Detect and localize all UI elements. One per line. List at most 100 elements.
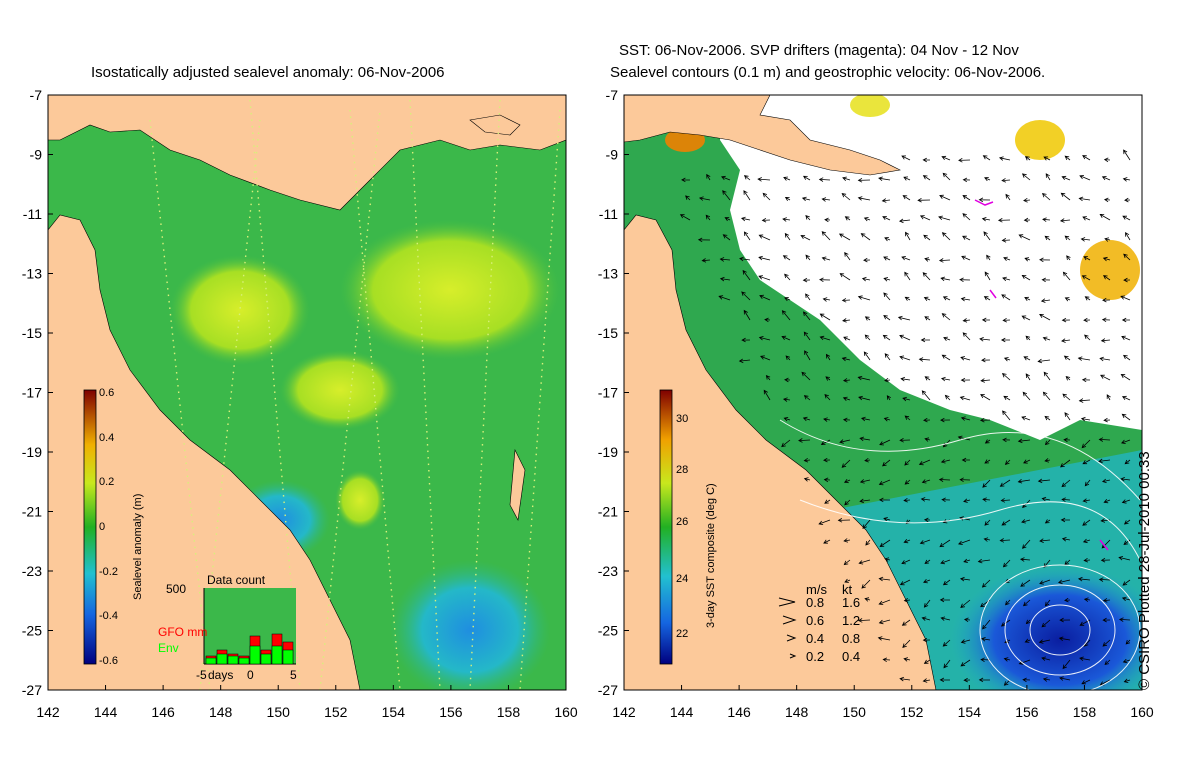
velocity-arrow — [958, 157, 971, 163]
velocity-arrow — [1122, 658, 1131, 664]
velocity-arrow — [942, 296, 951, 301]
velocity-arrow — [979, 417, 991, 423]
velocity-arrow — [1042, 391, 1051, 401]
velocity-arrow — [1120, 477, 1131, 482]
velocity-arrow — [800, 235, 811, 241]
velocity-arrow — [938, 477, 951, 482]
velocity-arrow — [857, 196, 871, 201]
velocity-arrow — [883, 417, 891, 422]
velocity-arrow — [1122, 177, 1131, 182]
data-count-env-bar — [238, 657, 250, 665]
velocity-arrow — [1002, 410, 1011, 421]
anomaly-tick-6: -0.6 — [99, 655, 118, 667]
velocity-arrow — [1059, 617, 1071, 623]
velocity-arrow — [1080, 237, 1091, 242]
speed-row-1-kt: 1.2 — [842, 613, 860, 628]
velocity-arrow — [924, 376, 931, 381]
velocity-arrow — [981, 217, 991, 222]
velocity-arrow — [1123, 149, 1131, 161]
velocity-arrow — [839, 273, 851, 281]
velocity-arrow — [858, 395, 871, 401]
velocity-arrow — [962, 318, 971, 323]
velocity-arrow — [1039, 257, 1051, 263]
velocity-arrow — [978, 197, 991, 203]
velocity-arrow — [1121, 499, 1131, 504]
speed-legend-header-kt: kt — [842, 582, 853, 597]
left-y-tick-label: -23 — [22, 563, 42, 579]
velocity-arrow — [803, 457, 811, 463]
left-y-tick-label: -11 — [23, 206, 42, 222]
velocity-arrow — [981, 357, 991, 363]
velocity-arrow — [1044, 415, 1051, 421]
velocity-arrow — [1018, 234, 1031, 241]
velocity-arrow — [923, 659, 931, 664]
velocity-arrow — [900, 376, 911, 382]
velocity-arrow — [1064, 155, 1071, 161]
velocity-arrow — [1060, 459, 1071, 468]
velocity-arrow — [1023, 459, 1031, 464]
velocity-arrow — [1042, 677, 1051, 682]
velocity-arrow — [1102, 256, 1111, 262]
velocity-arrow — [1103, 275, 1111, 281]
velocity-arrow — [1122, 215, 1131, 221]
velocity-arrow — [859, 436, 871, 442]
velocity-arrow — [843, 538, 851, 543]
data-count-x-mid: 0 — [247, 668, 254, 682]
velocity-arrow — [1061, 338, 1071, 343]
geostrophic-velocity-arrows — [679, 149, 1131, 686]
velocity-arrow — [843, 336, 851, 341]
velocity-arrow — [741, 337, 751, 343]
speed-row-0-kt: 1.6 — [842, 595, 860, 610]
velocity-arrow — [1000, 498, 1011, 503]
velocity-arrow — [977, 558, 991, 564]
velocity-arrow — [882, 459, 891, 467]
velocity-arrow — [764, 317, 771, 323]
velocity-arrow — [822, 297, 831, 302]
velocity-arrow — [1017, 438, 1031, 444]
velocity-arrow — [920, 497, 931, 502]
velocity-arrow — [983, 231, 991, 241]
velocity-arrow — [986, 254, 991, 261]
velocity-arrow — [818, 519, 831, 525]
velocity-arrow — [1081, 275, 1091, 281]
csiro-credit: © CSIRO Plotted 28-Jul-2010 00:33 — [1136, 451, 1153, 690]
right-y-tick-label: -15 — [598, 325, 618, 341]
velocity-arrow — [1081, 377, 1091, 383]
velocity-arrow — [1121, 596, 1131, 602]
velocity-arrow — [758, 275, 771, 281]
velocity-arrow — [738, 358, 751, 364]
velocity-arrow — [959, 396, 971, 401]
velocity-arrow — [859, 498, 871, 504]
right-x-tick-label: 154 — [958, 704, 982, 720]
velocity-arrow — [959, 277, 971, 283]
velocity-arrow — [841, 298, 851, 303]
velocity-arrow — [706, 173, 711, 181]
velocity-arrow — [938, 215, 951, 221]
velocity-arrow — [1062, 393, 1071, 401]
velocity-arrow — [1101, 539, 1111, 549]
velocity-arrow — [923, 234, 931, 241]
velocity-arrow — [758, 234, 771, 241]
velocity-arrow — [783, 417, 791, 422]
velocity-arrow — [820, 439, 831, 445]
velocity-arrow — [1123, 678, 1131, 683]
anomaly-low-south — [390, 560, 550, 690]
speed-arrow-3 — [789, 653, 797, 659]
velocity-arrow — [865, 539, 871, 546]
velocity-arrow — [1084, 296, 1091, 301]
velocity-arrow — [1121, 335, 1131, 341]
data-count-env-bar — [216, 653, 228, 665]
velocity-arrow — [1100, 557, 1111, 563]
left-x-tick-label: 160 — [554, 704, 578, 720]
data-count-title: Data count — [207, 573, 266, 587]
velocity-arrow — [1121, 413, 1131, 421]
velocity-arrow — [940, 559, 951, 565]
velocity-arrow — [901, 256, 911, 261]
velocity-arrow — [782, 397, 791, 402]
velocity-arrow — [857, 295, 871, 301]
velocity-arrow — [904, 271, 911, 281]
velocity-arrow — [918, 459, 931, 466]
data-count-env-label: Env — [158, 641, 179, 655]
velocity-arrow — [839, 439, 851, 444]
speed-legend-header-ms: m/s — [806, 582, 827, 597]
